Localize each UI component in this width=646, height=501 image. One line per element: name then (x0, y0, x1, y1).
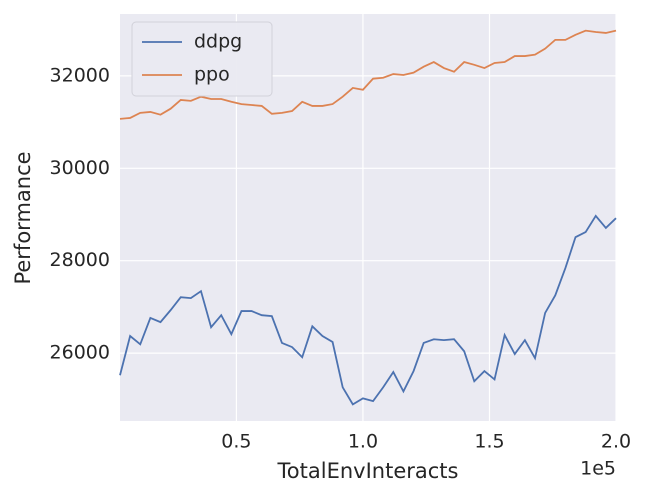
x-axis-label: TotalEnvInteracts (277, 459, 459, 483)
x-tick-label: 1.0 (348, 431, 378, 453)
x-offset-text: 1e5 (580, 458, 616, 480)
y-tick-label: 30000 (50, 157, 110, 179)
y-tick-label: 28000 (50, 249, 110, 271)
x-tick-label: 2.0 (601, 431, 631, 453)
legend-label: ddpg (194, 31, 242, 53)
legend-box (131, 21, 273, 97)
x-tick-label: 1.5 (474, 431, 504, 453)
x-tick-label: 0.5 (221, 431, 251, 453)
legend-label: ppo (194, 64, 230, 86)
y-tick-label: 32000 (50, 64, 110, 86)
y-tick-label: 26000 (50, 342, 110, 364)
y-axis-label: Performance (11, 151, 35, 284)
series-line (119, 29, 617, 120)
series-line (119, 214, 617, 406)
